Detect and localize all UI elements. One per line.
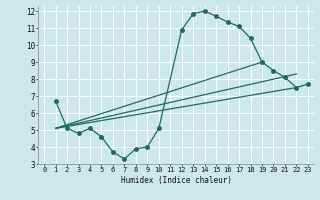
X-axis label: Humidex (Indice chaleur): Humidex (Indice chaleur) [121, 176, 231, 185]
